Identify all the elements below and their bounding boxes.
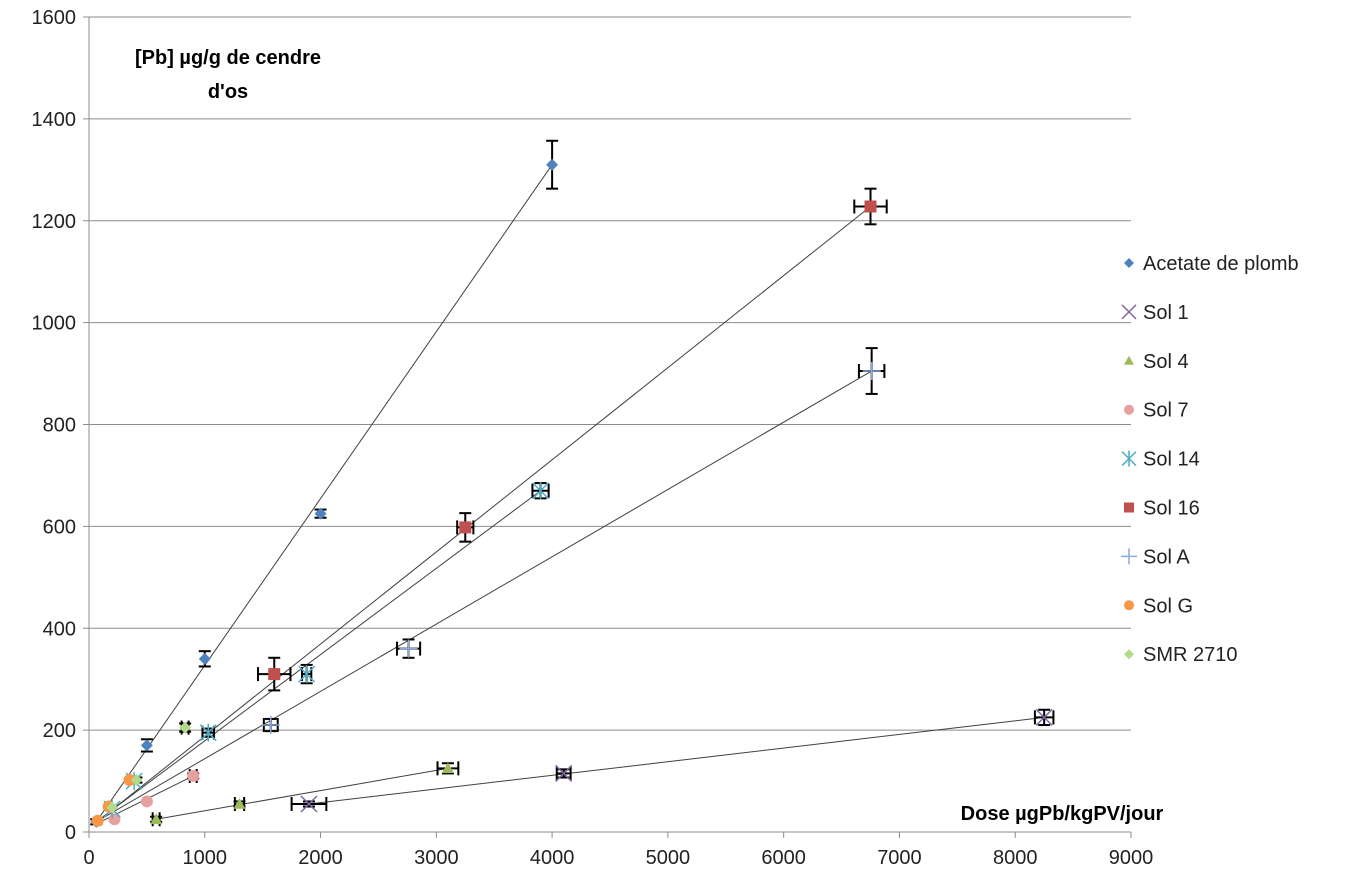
data-point-series-0 [140, 739, 153, 752]
trend-line [100, 370, 872, 820]
data-point-series-1 [300, 795, 318, 813]
data-point-series-0 [198, 652, 211, 665]
data-point-series-0 [314, 507, 327, 520]
y-tick-label: 600 [43, 516, 76, 538]
y-tick-label: 0 [65, 822, 76, 844]
x-tick-label: 2000 [298, 847, 343, 869]
legend-label-6: Sol A [1143, 546, 1190, 568]
x-tick-label: 7000 [877, 847, 922, 869]
data-point-series-4 [298, 665, 316, 684]
data-point-series-1 [555, 764, 573, 782]
y-tick-label: 400 [43, 618, 76, 640]
x-tick-label: 0 [83, 847, 94, 869]
data-point-series-5 [268, 668, 281, 681]
axes [83, 16, 1132, 838]
data-point-series-2 [233, 797, 246, 809]
y-axis-title-line1: [Pb] µg/g de cendre [135, 47, 321, 69]
x-axis-title: Dose µgPb/kgPV/jour [961, 803, 1164, 825]
legend-label-4: Sol 14 [1143, 449, 1200, 471]
data-point-series-4 [532, 481, 550, 500]
data-point-series-8 [130, 774, 143, 787]
grid-lines [89, 16, 1131, 731]
data-point-series-3 [140, 795, 153, 808]
y-tick-labels: 0 200 400 600 800 1000 1200 1400 1600 [32, 7, 77, 844]
legend-marker-4 [1121, 450, 1137, 467]
legend-label-8: SMR 2710 [1143, 644, 1238, 666]
data-point-series-4 [199, 723, 217, 742]
x-tick-label: 1000 [183, 847, 228, 869]
legend-label-1: Sol 1 [1143, 302, 1189, 324]
x-tick-label: 8000 [993, 847, 1038, 869]
data-point-series-0 [546, 158, 559, 171]
data-point-series-6 [399, 639, 418, 658]
data-point-series-2 [150, 813, 163, 825]
legend-label-5: Sol 16 [1143, 498, 1200, 520]
x-tick-labels: 0 1000 2000 3000 4000 5000 6000 7000 8000 9000 [83, 847, 1153, 869]
data-point-series-6 [862, 362, 881, 381]
y-tick-label: 800 [43, 415, 76, 437]
x-tick-label: 6000 [761, 847, 806, 869]
data-point-series-2 [441, 762, 454, 774]
legend-marker-3 [1124, 404, 1134, 415]
legend-marker-5 [1124, 502, 1134, 513]
legend-marker-6 [1121, 548, 1137, 565]
y-tick-label: 1000 [32, 313, 77, 335]
trend-lines [95, 164, 1045, 823]
error-bars [90, 139, 1055, 827]
legend-marker-2 [1124, 355, 1134, 365]
data-point-series-5 [459, 521, 472, 534]
legend-label-2: Sol 4 [1143, 351, 1189, 373]
legend-marker-1 [1121, 304, 1137, 320]
legend-label-0: Acetate de plomb [1143, 253, 1299, 275]
data-point-series-6 [261, 716, 280, 735]
trend-line [102, 490, 541, 818]
x-tick-label: 3000 [414, 847, 459, 869]
y-tick-label: 1400 [32, 109, 77, 131]
data-point-series-8 [106, 801, 119, 814]
y-tick-label: 1200 [32, 211, 77, 233]
data-point-series-8 [179, 721, 192, 734]
x-tick-label: 5000 [646, 847, 691, 869]
data-points [90, 158, 1053, 828]
trend-line [95, 164, 553, 823]
legend-marker-0 [1124, 258, 1134, 268]
x-tick-label: 9000 [1109, 847, 1154, 869]
legend-label-3: Sol 7 [1143, 400, 1189, 422]
legend: Acetate de plomb Sol 1 Sol 4 Sol 7 Sol 14 Sol… [1121, 253, 1299, 666]
legend-marker-8 [1124, 649, 1134, 660]
data-point-series-7 [91, 814, 104, 827]
y-tick-label: 200 [43, 720, 76, 742]
legend-marker-7 [1124, 600, 1134, 611]
y-tick-label: 1600 [32, 7, 77, 29]
trend-line [308, 716, 1045, 805]
data-point-series-1 [1035, 708, 1053, 726]
data-point-series-5 [864, 200, 877, 213]
y-axis-title-line2: d'os [208, 81, 248, 103]
trend-line [96, 206, 871, 823]
trend-line [156, 767, 448, 820]
legend-label-7: Sol G [1143, 595, 1193, 617]
data-point-series-7 [123, 774, 136, 787]
x-tick-label: 4000 [530, 847, 575, 869]
data-point-series-3 [187, 769, 200, 782]
